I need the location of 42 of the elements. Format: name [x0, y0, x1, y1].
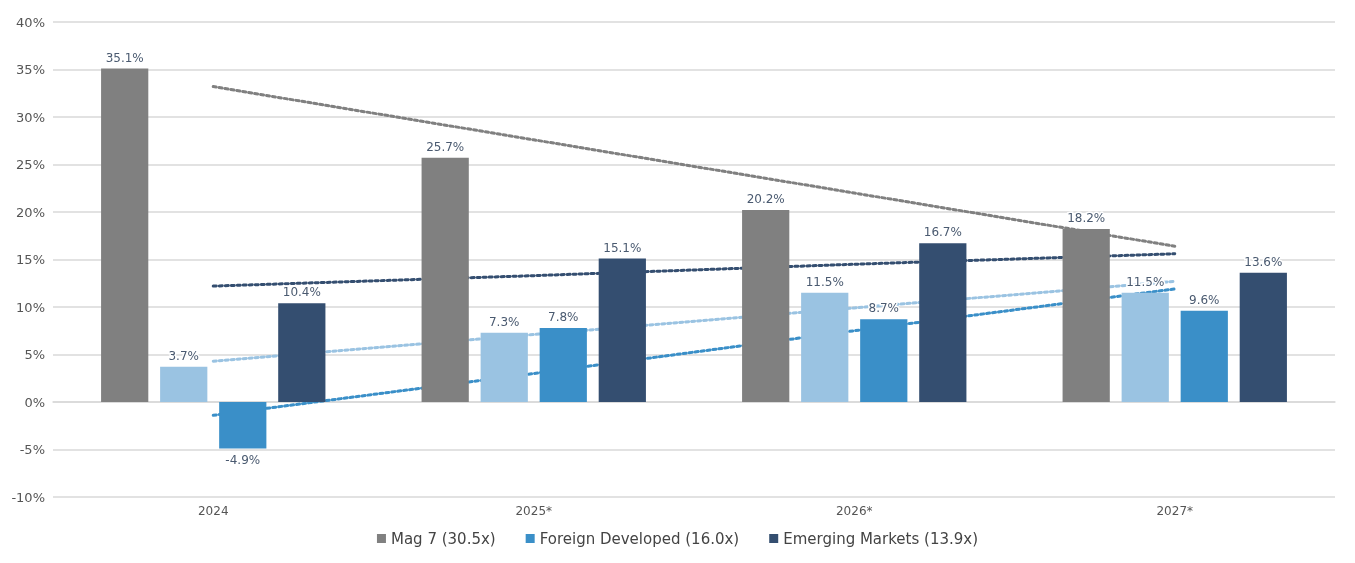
data-label: 9.6%	[1189, 292, 1220, 307]
y-tick-label: 10%	[16, 299, 45, 315]
bar	[1239, 272, 1287, 402]
y-tick-label: 40%	[16, 14, 45, 30]
data-label: 11.5%	[805, 274, 844, 289]
y-tick-label: 30%	[16, 109, 45, 125]
legend-label: Emerging Markets (13.9x)	[783, 529, 979, 548]
bar	[539, 327, 587, 402]
legend-label: Foreign Developed (16.0x)	[539, 529, 740, 548]
y-tick-label: 15%	[16, 252, 45, 267]
bar	[421, 157, 469, 402]
bar	[742, 210, 790, 402]
y-tick-label: 20%	[16, 204, 45, 220]
x-tick-label: 2027*	[1156, 504, 1194, 518]
data-label: 16.7%	[923, 225, 962, 240]
y-tick-label: 25%	[16, 157, 45, 172]
data-label: 35.1%	[105, 50, 144, 65]
y-tick-label: -10%	[11, 489, 45, 505]
legend-label: Mag 7 (30.5x)	[390, 529, 496, 548]
bar	[1180, 310, 1228, 402]
bar	[278, 303, 326, 402]
bar	[860, 319, 908, 402]
data-label: 7.3%	[488, 314, 520, 329]
bar	[101, 68, 149, 402]
data-label: -4.9%	[225, 452, 261, 467]
data-label: 7.8%	[548, 309, 579, 324]
data-label: 25.7%	[426, 139, 465, 154]
bar	[1121, 292, 1169, 402]
bar	[160, 366, 208, 402]
x-tick-label: 2025*	[515, 504, 553, 518]
data-label: 20.2%	[746, 192, 785, 207]
y-tick-label: 5%	[24, 347, 45, 362]
data-label: 3.7%	[168, 348, 199, 363]
data-label: 15.1%	[603, 240, 642, 255]
y-tick-label: -5%	[19, 442, 45, 457]
y-tick-label: 35%	[16, 62, 45, 77]
data-label: 10.4%	[282, 285, 321, 300]
x-tick-label: 2026*	[835, 504, 873, 518]
data-label: 13.6%	[1244, 254, 1283, 269]
x-tick-label: 2024	[197, 504, 229, 518]
data-label: 18.2%	[1067, 211, 1106, 226]
y-tick-label: 0%	[24, 394, 45, 410]
